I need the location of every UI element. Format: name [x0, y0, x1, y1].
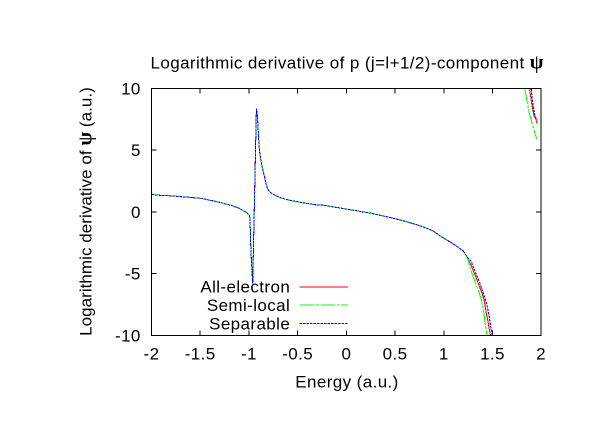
- svg-text:1: 1: [439, 344, 449, 363]
- svg-text:0: 0: [341, 344, 351, 363]
- svg-text:10: 10: [121, 80, 141, 99]
- svg-text:-1: -1: [241, 344, 257, 363]
- svg-text:5: 5: [131, 141, 141, 160]
- svg-text:-10: -10: [115, 326, 141, 345]
- svg-text:-5: -5: [125, 265, 141, 284]
- svg-text:-2: -2: [144, 344, 160, 363]
- svg-text:1.5: 1.5: [480, 344, 505, 363]
- svg-text:Semi-local: Semi-local: [207, 296, 290, 315]
- svg-text:Logarithmic derivative of p (j: Logarithmic derivative of p (j=l+1/2)-co…: [151, 52, 544, 74]
- svg-text:Logarithmic derivative of ψ (a: Logarithmic derivative of ψ (a.u.): [75, 87, 97, 336]
- svg-text:-1.5: -1.5: [185, 344, 216, 363]
- svg-text:Separable: Separable: [209, 314, 290, 333]
- svg-text:0: 0: [131, 203, 141, 222]
- svg-text:0.5: 0.5: [383, 344, 408, 363]
- svg-text:All-electron: All-electron: [200, 278, 290, 297]
- svg-text:2: 2: [536, 344, 546, 363]
- svg-text:Energy (a.u.): Energy (a.u.): [295, 372, 398, 391]
- svg-text:-0.5: -0.5: [282, 344, 313, 363]
